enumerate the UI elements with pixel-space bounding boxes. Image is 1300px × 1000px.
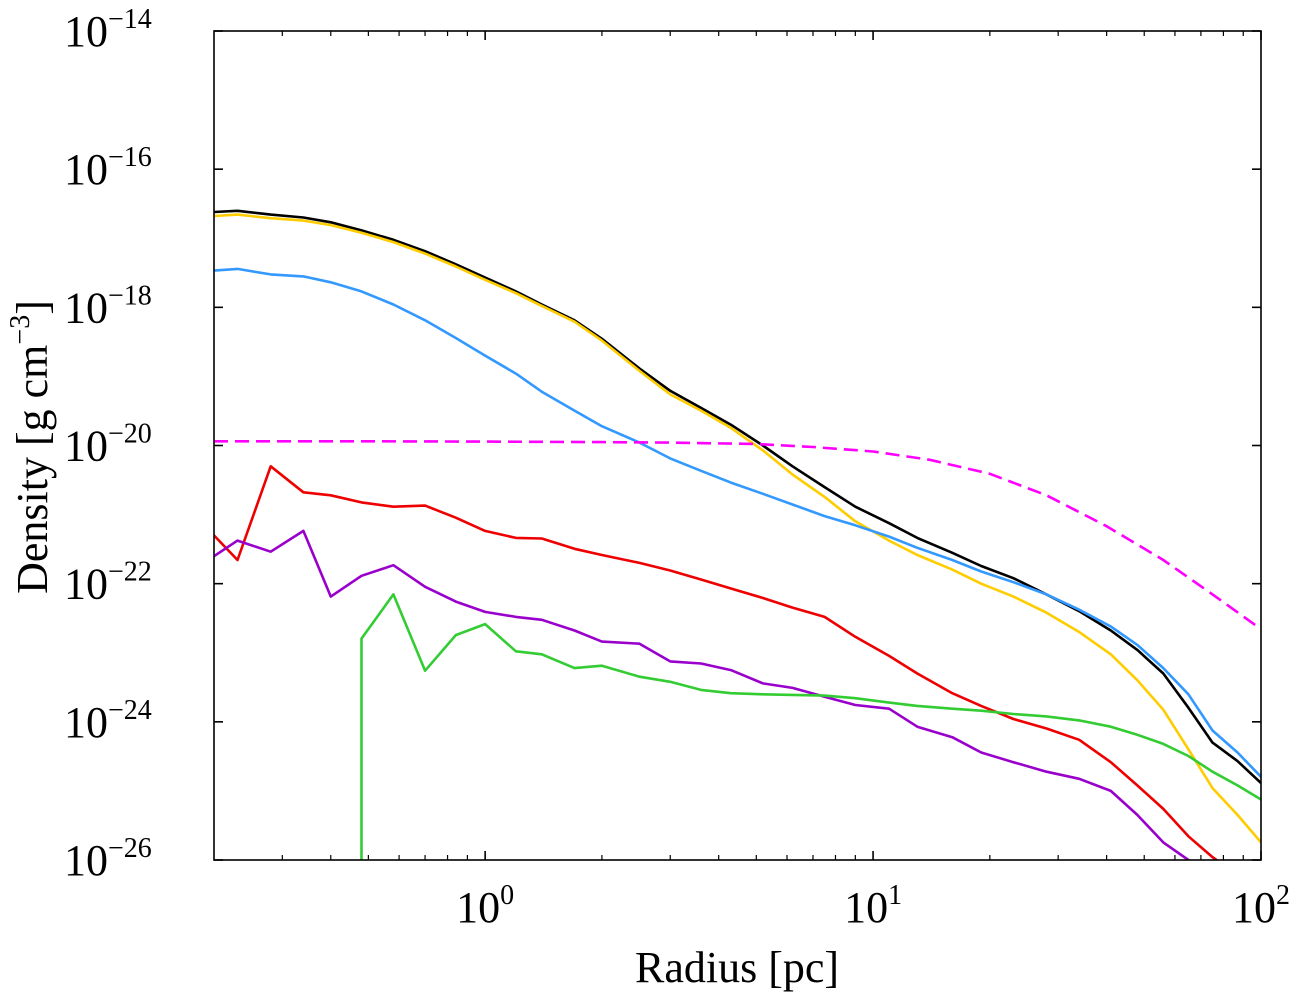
y-tick-label: 10−16 [64, 142, 152, 194]
y-tick-label-base: 10 [64, 698, 108, 747]
series-line-1 [214, 209, 1261, 784]
x-axis-ticks: 100 101 102 [456, 31, 1290, 932]
x-tick-label: 100 [456, 880, 514, 932]
x-tick-label-exponent: 1 [888, 880, 902, 911]
y-tick-label-exponent: −26 [108, 833, 152, 864]
y-axis-label-exponent: −3 [5, 315, 36, 345]
x-axis-label: Radius [pc] [635, 943, 839, 992]
x-tick-label-base: 10 [844, 883, 888, 932]
y-tick-label-exponent: −14 [108, 4, 152, 35]
minor-ticks [281, 31, 1244, 860]
y-tick-label-base: 10 [64, 145, 108, 194]
y-tick-label-base: 10 [64, 836, 108, 885]
y-tick-label-exponent: −24 [108, 695, 152, 726]
y-tick-label-exponent: −22 [108, 557, 152, 588]
y-tick-label-exponent: −16 [108, 142, 152, 173]
x-tick-label-exponent: 0 [500, 880, 514, 911]
x-tick-label: 101 [844, 880, 902, 932]
y-axis-label: Density [g cm−3] [5, 300, 57, 594]
series-line-4 [214, 439, 1261, 631]
y-axis-label-main: Density [g cm [8, 345, 57, 594]
y-tick-label: 10−26 [64, 833, 152, 885]
y-axis-label-close: ] [8, 300, 57, 315]
x-tick-label-base: 10 [456, 883, 500, 932]
y-tick-label: 10−24 [64, 695, 152, 747]
y-tick-label: 10−14 [64, 4, 152, 56]
y-tick-label-base: 10 [64, 7, 108, 56]
y-tick-label: 10−22 [64, 557, 152, 609]
y-tick-label-exponent: −18 [108, 280, 152, 311]
y-tick-label-base: 10 [64, 560, 108, 609]
y-tick-label: 10−18 [64, 280, 152, 332]
series-line-6 [214, 529, 1191, 860]
plot-frame [213, 30, 1262, 861]
y-tick-label-base: 10 [64, 422, 108, 471]
series-line-3 [214, 267, 1261, 778]
x-tick-label-exponent: 2 [1276, 880, 1290, 911]
series-layer [214, 209, 1261, 860]
y-tick-label: 10−20 [64, 419, 152, 471]
series-line-5 [214, 464, 1219, 860]
x-tick-label-base: 10 [1232, 883, 1276, 932]
y-tick-label-exponent: −20 [108, 419, 152, 450]
series-line-2 [214, 213, 1261, 844]
series-line-7 [360, 593, 1261, 860]
x-tick-label: 102 [1232, 880, 1290, 932]
y-tick-label-base: 10 [64, 283, 108, 332]
